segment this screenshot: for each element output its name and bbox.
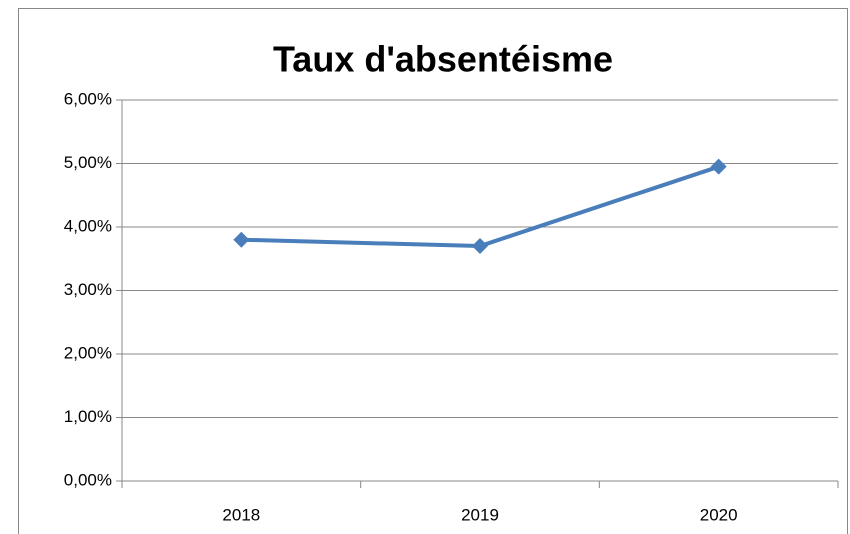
chart-frame bbox=[18, 8, 848, 534]
y-tick-label: 6,00% bbox=[64, 89, 112, 108]
y-tick-label: 5,00% bbox=[64, 153, 112, 172]
x-tick-label: 2018 bbox=[222, 505, 260, 524]
point-marker bbox=[710, 158, 727, 175]
y-tick-label: 2,00% bbox=[64, 343, 112, 362]
point-marker bbox=[472, 238, 488, 255]
x-tick-label: 2019 bbox=[461, 505, 499, 524]
y-tick-label: 3,00% bbox=[64, 280, 112, 299]
point-marker bbox=[233, 231, 250, 248]
y-tick-label: 4,00% bbox=[64, 216, 112, 235]
y-tick-label: 1,00% bbox=[64, 407, 112, 426]
y-tick-label: 0,00% bbox=[64, 470, 112, 489]
chart-title: Taux d'absentéisme bbox=[273, 39, 613, 80]
x-tick-label: 2020 bbox=[700, 505, 738, 524]
